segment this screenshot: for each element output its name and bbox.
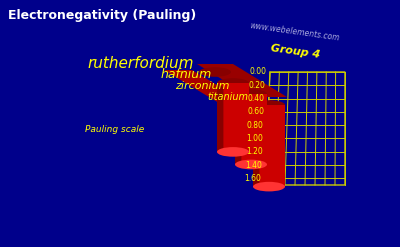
Polygon shape <box>242 83 249 156</box>
Text: 1.20: 1.20 <box>246 147 262 156</box>
Ellipse shape <box>217 78 249 88</box>
Ellipse shape <box>253 182 285 191</box>
Text: 1.60: 1.60 <box>244 174 261 183</box>
Text: 1.00: 1.00 <box>246 134 263 143</box>
Polygon shape <box>253 105 285 187</box>
Text: 0.40: 0.40 <box>248 94 265 103</box>
Text: Electronegativity (Pauling): Electronegativity (Pauling) <box>8 9 196 22</box>
Polygon shape <box>164 70 252 106</box>
Polygon shape <box>253 105 259 191</box>
Polygon shape <box>235 94 242 168</box>
Text: 0.20: 0.20 <box>248 81 266 90</box>
Text: zirconium: zirconium <box>176 81 230 91</box>
Ellipse shape <box>217 147 249 157</box>
Text: 0.60: 0.60 <box>247 107 264 116</box>
Text: 0.80: 0.80 <box>247 121 264 130</box>
Polygon shape <box>279 105 285 191</box>
Ellipse shape <box>235 160 267 169</box>
Text: www.webelements.com: www.webelements.com <box>250 21 340 43</box>
Text: Pauling scale: Pauling scale <box>85 124 145 133</box>
Text: titanium: titanium <box>207 92 248 102</box>
Polygon shape <box>217 83 223 156</box>
Ellipse shape <box>235 89 267 99</box>
Ellipse shape <box>199 67 231 77</box>
Text: rutherfordium: rutherfordium <box>88 57 194 71</box>
Polygon shape <box>197 64 287 97</box>
Polygon shape <box>217 83 249 152</box>
Polygon shape <box>235 94 267 165</box>
Text: 0.00: 0.00 <box>249 67 266 77</box>
Text: Group 4: Group 4 <box>270 43 320 61</box>
Text: 1.40: 1.40 <box>245 161 262 169</box>
Text: hafnium: hafnium <box>161 68 212 82</box>
Ellipse shape <box>253 100 285 110</box>
Polygon shape <box>261 94 267 168</box>
